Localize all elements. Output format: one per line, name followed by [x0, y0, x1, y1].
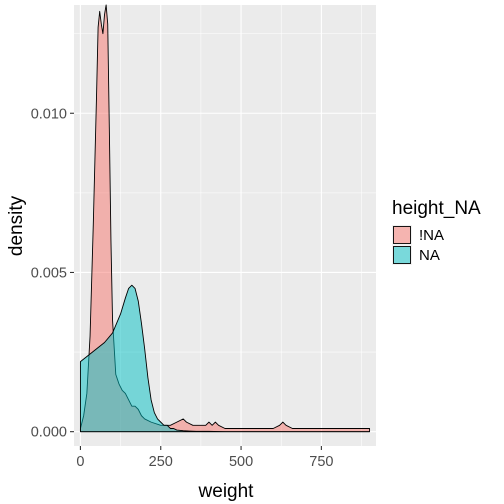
legend-label: !NA: [419, 227, 444, 244]
y-axis-title: density: [6, 195, 27, 256]
x-axis: 0 250 500 750: [76, 446, 333, 470]
y-tick-label: 0.005: [31, 265, 67, 281]
x-tick-label: 250: [149, 454, 173, 470]
y-tick-label: 0.010: [31, 106, 67, 122]
x-tick-label: 500: [229, 454, 253, 470]
density-areas: [79, 4, 371, 433]
x-tick-label: 750: [309, 454, 333, 470]
density-area-na: [79, 284, 371, 433]
legend-label: NA: [419, 247, 440, 264]
y-axis: 0.000 0.005 0.010: [31, 106, 74, 441]
y-tick-label: 0.000: [31, 425, 67, 441]
legend-key-swatch: [393, 246, 411, 264]
x-tick-label: 0: [76, 454, 84, 470]
legend-key-swatch: [393, 226, 411, 244]
minor-gridlines: [74, 5, 376, 446]
legend: height_NA !NA NA: [392, 198, 481, 265]
legend-title: height_NA: [392, 198, 481, 219]
x-axis-title: weight: [198, 481, 255, 502]
